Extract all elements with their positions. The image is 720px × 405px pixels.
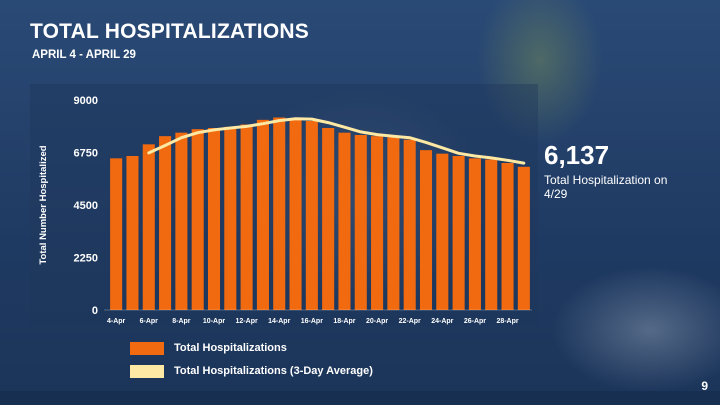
x-tick-label: 16-Apr — [301, 318, 323, 325]
bar-23-Apr — [419, 150, 433, 310]
bar-25-Apr — [452, 156, 465, 310]
legend-swatch-bars — [130, 341, 164, 355]
x-tick-label: 8-Apr — [172, 318, 191, 325]
x-tick-label: 4-Apr — [107, 318, 126, 325]
y-tick-label: 4500 — [74, 200, 98, 212]
legend-item-line: Total Hospitalizations (3-Day Average) — [130, 363, 373, 379]
chart-legend: Total Hospitalizations Total Hospitaliza… — [130, 340, 373, 386]
bar-12-Apr — [240, 124, 253, 310]
y-axis-label: Total Number Hospitalized — [38, 145, 49, 264]
bar-21-Apr — [387, 137, 400, 310]
chart-panel: Total Number Hospitalized 0 2250 4500 6750 90… — [30, 84, 538, 326]
bar-4-Apr — [110, 158, 123, 310]
bar-14-Apr — [273, 117, 286, 310]
footer-bar — [0, 391, 720, 405]
y-tick-label: 2250 — [74, 253, 98, 265]
bar-18-Apr — [338, 132, 351, 310]
bar-26-Apr — [468, 158, 481, 310]
x-tick-label: 20-Apr — [366, 318, 388, 325]
page-number: 9 — [701, 379, 708, 393]
legend-label-line: Total Hospitalizations (3-Day Average) — [174, 365, 373, 377]
three-day-average-line — [147, 117, 526, 165]
slide-title: TOTAL HOSPITALIZATIONS — [30, 20, 309, 43]
bar-28-Apr — [501, 163, 514, 310]
x-tick-label: 10-Apr — [203, 318, 225, 325]
hospitalizations-chart: Total Number Hospitalized 0 2250 4500 6750 90… — [38, 95, 532, 325]
x-tick-label: 14-Apr — [268, 318, 290, 325]
y-tick-label: 9000 — [74, 95, 98, 107]
bar-5-Apr — [126, 156, 139, 310]
legend-item-bars: Total Hospitalizations — [130, 340, 373, 356]
slide-subtitle: APRIL 4 - APRIL 29 — [32, 49, 136, 61]
bar-17-Apr — [322, 128, 335, 310]
x-tick-label: 12-Apr — [236, 318, 258, 325]
x-tick-label: 6-Apr — [140, 318, 159, 325]
bar-11-Apr — [224, 126, 237, 310]
x-tick-label: 18-Apr — [333, 318, 355, 325]
bar-29-Apr — [517, 166, 530, 310]
bar-10-Apr — [207, 128, 221, 310]
callout-label: Total Hospitalization on 4/29 — [544, 173, 668, 201]
x-tick-label: 28-Apr — [496, 318, 518, 325]
bar-13-Apr — [256, 119, 269, 310]
y-tick-label: 0 — [92, 305, 98, 317]
legend-label-bars: Total Hospitalizations — [174, 342, 287, 354]
bar-27-Apr — [485, 159, 498, 310]
bar-22-Apr — [403, 139, 416, 310]
bar-19-Apr — [354, 135, 367, 310]
x-tick-label: 24-Apr — [431, 318, 453, 325]
bar-6-Apr — [142, 144, 155, 310]
bar-16-Apr — [305, 121, 318, 310]
callout-value: 6,137 — [544, 140, 610, 170]
bar-7-Apr — [159, 136, 172, 310]
x-tick-label: 26-Apr — [464, 318, 486, 325]
x-tick-label: 22-Apr — [399, 318, 421, 325]
bar-9-Apr — [191, 129, 204, 310]
legend-swatch-line — [130, 364, 164, 378]
bar-20-Apr — [371, 136, 384, 310]
bar-15-Apr — [289, 118, 302, 310]
bar-8-Apr — [175, 132, 188, 310]
y-tick-label: 6750 — [74, 148, 98, 160]
latest-value-callout: 6,137 Total Hospitalization on 4/29 — [544, 140, 694, 201]
bar-24-Apr — [436, 153, 449, 310]
